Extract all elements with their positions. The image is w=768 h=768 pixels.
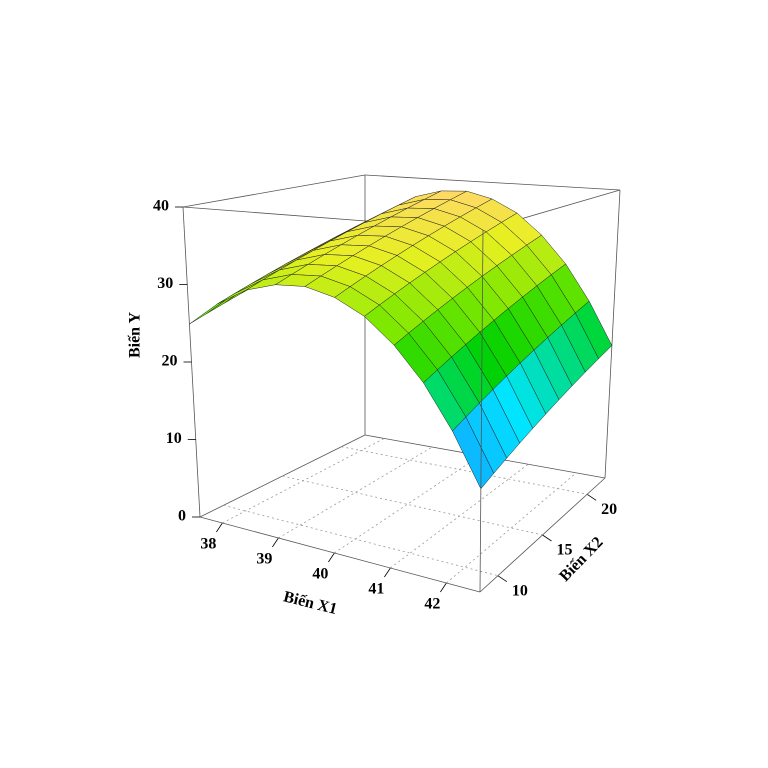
- grid-line: [282, 475, 543, 536]
- z-tick-label: 30: [157, 275, 173, 292]
- x-tick: [328, 552, 335, 563]
- x-tick: [272, 537, 279, 548]
- x-tick-label: 39: [256, 551, 272, 568]
- y-tick: [497, 575, 508, 583]
- box-edge: [479, 477, 606, 593]
- x-axis-title: Biến X1: [282, 588, 339, 618]
- y-tick-label: 10: [512, 582, 528, 599]
- box-edge: [604, 189, 621, 479]
- y-tick-label: 20: [601, 501, 617, 518]
- grid-line: [334, 455, 481, 554]
- z-tick-label: 40: [153, 198, 169, 215]
- x-tick: [440, 582, 447, 593]
- y-tick: [542, 534, 552, 542]
- y-tick: [586, 493, 597, 501]
- box-edge: [479, 229, 484, 593]
- x-tick: [384, 567, 391, 578]
- x-tick-label: 40: [312, 566, 328, 583]
- x-tick-label: 38: [200, 536, 216, 553]
- box-edge: [364, 174, 621, 191]
- x-tick-label: 42: [424, 596, 440, 613]
- z-tick-label: 0: [178, 508, 186, 525]
- y-tick-label: 15: [557, 542, 573, 559]
- x-tick: [216, 522, 223, 533]
- z-tick-label: 10: [166, 430, 182, 447]
- grid-line: [341, 446, 588, 495]
- box-edge: [199, 516, 481, 593]
- box-edge: [182, 174, 366, 208]
- grid-line: [446, 472, 577, 584]
- surface-facet: [217, 279, 264, 305]
- grid-line: [223, 504, 498, 577]
- z-tick-label: 20: [162, 353, 178, 370]
- surface-facet: [452, 416, 495, 490]
- grid-line: [278, 446, 433, 539]
- z-axis-title: Biến Y: [127, 312, 144, 359]
- x-tick-label: 41: [368, 581, 384, 598]
